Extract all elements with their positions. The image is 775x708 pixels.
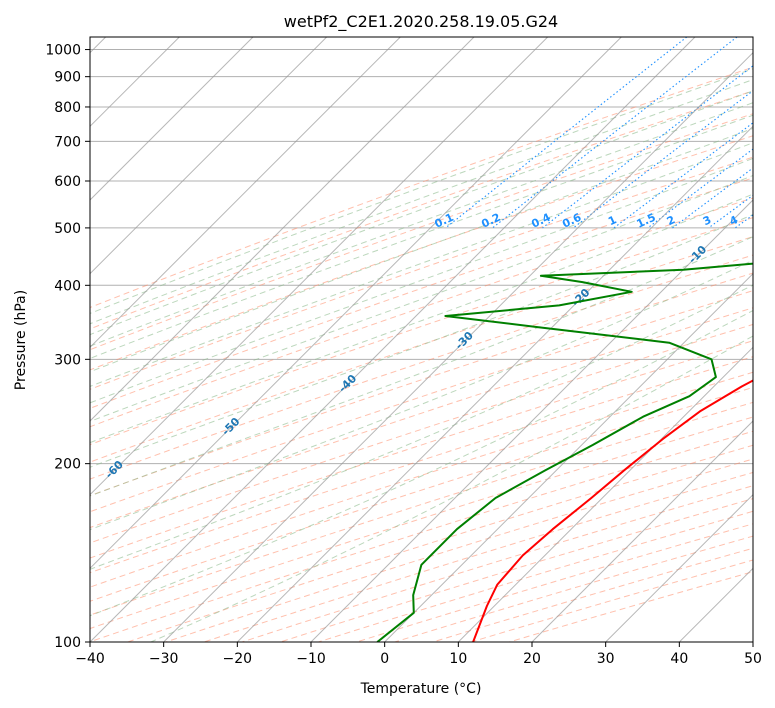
- isotherm-line: [90, 37, 401, 349]
- dry-adiabat-line: [165, 458, 753, 642]
- x-tick-label: 0: [380, 651, 389, 667]
- dry-adiabat-line: [203, 471, 753, 642]
- y-tick-label: 200: [54, 457, 81, 473]
- dewpoint-profile-line: [376, 262, 753, 642]
- mixing-ratio-line: [542, 65, 753, 229]
- y-tick-label: 800: [54, 100, 81, 116]
- x-tick-label: −20: [223, 651, 253, 667]
- y-tick-label: 700: [54, 134, 81, 150]
- isotherm-line: [90, 37, 549, 496]
- isotherm-line: [384, 272, 753, 642]
- dry-adiabat-line: [90, 430, 753, 642]
- background-lines: [90, 37, 753, 642]
- dry-adiabat-line: [90, 254, 753, 480]
- dry-adiabat-line: [90, 113, 753, 351]
- y-tick-label: 100: [54, 635, 81, 651]
- dry-adiabat-line: [90, 90, 753, 330]
- moist-adiabat-line: [90, 142, 753, 387]
- y-tick-label: 400: [54, 278, 81, 294]
- dry-adiabat-line: [90, 340, 753, 559]
- dry-adiabat-line: [90, 217, 753, 446]
- moist-adiabat-line: [90, 236, 753, 497]
- isotherm-line: [90, 37, 696, 642]
- x-tick-label: 50: [744, 651, 762, 667]
- isotherm-line: [90, 37, 622, 570]
- chart-title: wetPf2_C2E1.2020.258.19.05.G24: [284, 12, 558, 32]
- x-tick-label: 10: [449, 651, 467, 667]
- profile-lines: [376, 262, 753, 642]
- x-tick-label: 20: [523, 651, 541, 667]
- isotherm-line: [90, 37, 475, 422]
- plot-frame: [89, 36, 754, 643]
- mixing-ratio-line: [445, 37, 688, 229]
- isotherm-line: [90, 37, 254, 201]
- moist-adiabat-line: [90, 90, 753, 336]
- y-tick-label: 500: [54, 221, 81, 237]
- isotherm-line: [531, 420, 753, 642]
- x-tick-label: −30: [149, 651, 179, 667]
- isotherm-line: [605, 493, 753, 642]
- isotherm-line: [90, 37, 328, 275]
- dry-adiabat-line: [90, 66, 753, 309]
- dry-adiabat-line: [90, 272, 753, 497]
- isotherm-line: [236, 125, 753, 642]
- isotherm-line: [163, 51, 753, 642]
- dry-adiabat-line: [127, 444, 753, 642]
- dry-adiabat-line: [90, 356, 753, 574]
- x-tick-label: 40: [670, 651, 688, 667]
- x-tick-label: 30: [597, 651, 615, 667]
- mixing-ratio-line: [613, 122, 753, 229]
- dry-adiabat-line: [280, 498, 753, 642]
- isotherm-line: [457, 346, 753, 642]
- moist-adiabat-line: [90, 102, 753, 347]
- temperature-profile-line: [472, 379, 753, 642]
- y-tick-label: 600: [54, 174, 81, 190]
- dry-adiabat-line: [90, 323, 753, 544]
- x-tick-label: −10: [296, 651, 326, 667]
- moist-adiabat-line: [90, 157, 753, 404]
- isotherm-line: [310, 199, 753, 642]
- plot-background: [90, 37, 753, 642]
- moist-adiabat-line: [90, 68, 753, 314]
- moist-adiabat-line: [90, 309, 753, 617]
- y-tick-label: 300: [54, 352, 81, 368]
- y-tick-label: 1000: [45, 43, 81, 59]
- y-axis-label: Pressure (hPa): [13, 290, 29, 390]
- dry-adiabat-line: [241, 485, 753, 642]
- x-tick-label: −40: [75, 651, 105, 667]
- y-tick-label: 900: [54, 70, 81, 86]
- axes: −40 −30 −20 −10 0 10 20 30 40 50 100 200 300 400 500 60…: [45, 43, 762, 667]
- dry-adiabat-line: [90, 290, 753, 513]
- x-axis-label: Temperature (°C): [360, 681, 482, 697]
- moist-adiabat-line: [90, 284, 753, 570]
- mixing-ratio-line: [672, 167, 753, 229]
